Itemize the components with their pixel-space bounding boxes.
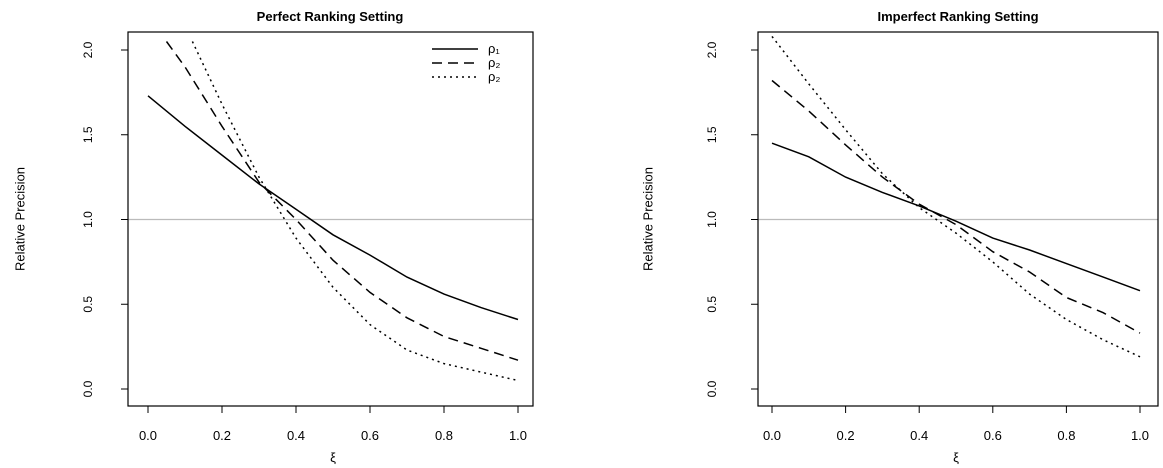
y-tick-label: 1.5 — [705, 126, 719, 143]
series-line-solid — [771, 142, 1141, 292]
series-line-dotted — [771, 35, 1141, 358]
legend-label: ρ₁ — [488, 41, 500, 56]
series-line-solid — [147, 95, 519, 321]
y-tick-label: 1.5 — [81, 126, 95, 143]
y-tick-label: 1.0 — [81, 211, 95, 228]
panel-imperfect-ranking: Imperfect Ranking Setting 0.0 0.2 0.4 0.6 0.8… — [641, 9, 1159, 465]
chart-title: Perfect Ranking Setting — [257, 9, 404, 24]
y-tick-label: 0.0 — [705, 380, 719, 397]
y-tick-label: 1.0 — [705, 211, 719, 228]
y-axis-label: Relative Precision — [641, 167, 656, 271]
series-line-dotted — [191, 41, 519, 382]
y-tick-label: 0.5 — [81, 296, 95, 313]
legend-label: ρ₂ — [488, 55, 500, 70]
chart-title: Imperfect Ranking Setting — [877, 9, 1038, 24]
y-tick-label: 0.0 — [81, 380, 95, 397]
panel-perfect-ranking: Perfect Ranking Setting 0.0 0.2 0.4 0.6 0.8 1.… — [13, 9, 534, 465]
y-axis-label: Relative Precision — [13, 167, 28, 271]
legend-label: ρ₂ — [488, 69, 500, 84]
x-tick-label: 0.8 — [1057, 428, 1075, 443]
x-tick-label: 1.0 — [509, 428, 527, 443]
series-line-dashed — [165, 41, 519, 361]
x-tick-label: 0.8 — [435, 428, 453, 443]
y-tick-label: 0.5 — [705, 296, 719, 313]
x-tick-label: 0.6 — [361, 428, 379, 443]
x-axis-label: ξ — [330, 450, 336, 465]
x-tick-label: 0.2 — [837, 428, 855, 443]
x-tick-label: 1.0 — [1131, 428, 1149, 443]
x-tick-label: 0.4 — [910, 428, 928, 443]
x-tick-label: 0.0 — [139, 428, 157, 443]
x-axis-label: ξ — [953, 450, 959, 465]
series-line-dashed — [771, 79, 1141, 334]
x-tick-label: 0.2 — [213, 428, 231, 443]
x-tick-label: 0.4 — [287, 428, 305, 443]
y-tick-label: 2.0 — [705, 41, 719, 58]
x-tick-label: 0.6 — [984, 428, 1002, 443]
y-tick-label: 2.0 — [81, 41, 95, 58]
x-tick-label: 0.0 — [763, 428, 781, 443]
